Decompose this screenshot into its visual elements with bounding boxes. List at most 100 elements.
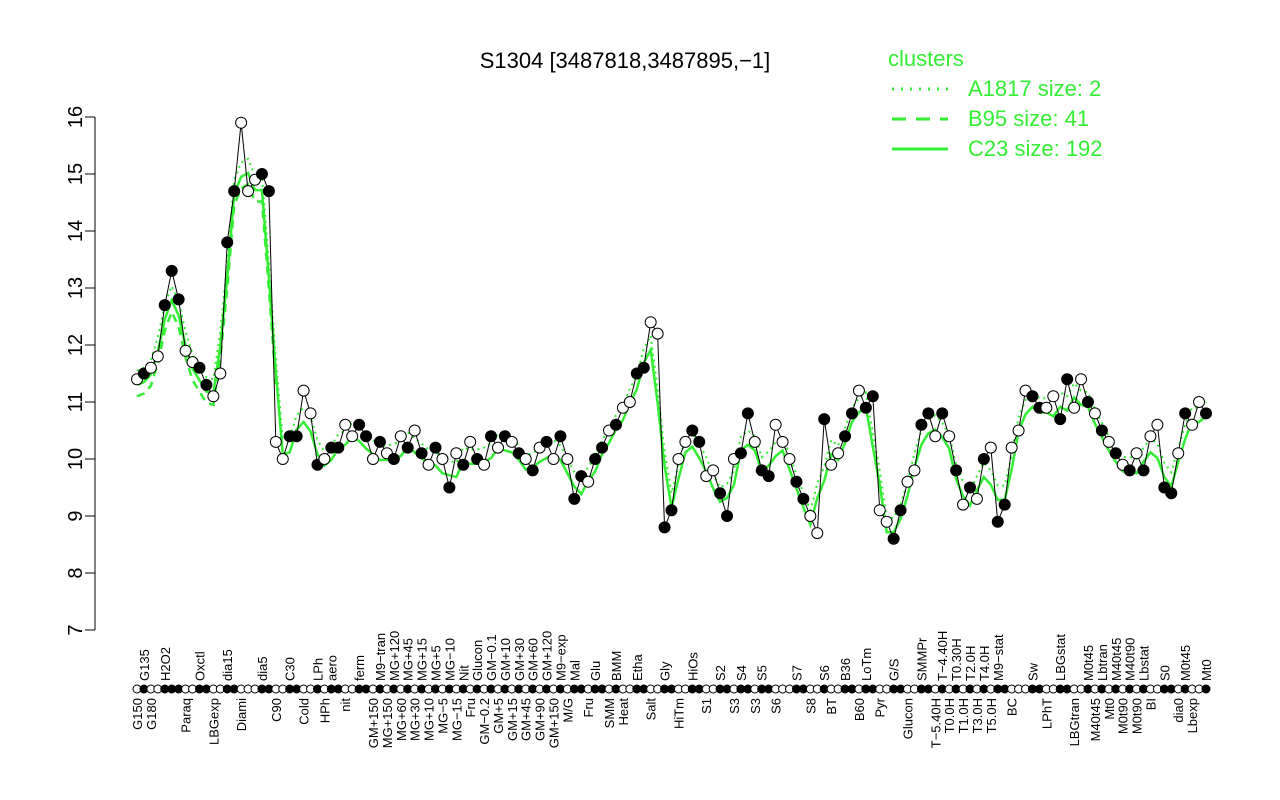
- x-tick-label: M9−tran: [373, 633, 388, 681]
- data-point: [554, 430, 567, 443]
- x-tick-label: M9−stat: [991, 634, 1006, 681]
- x-tick-label: Lbtran: [1095, 644, 1110, 681]
- x-tick-label: C30: [283, 657, 298, 681]
- x-tick-label: S5: [755, 665, 770, 681]
- data-point: [304, 407, 317, 420]
- data-point: [561, 453, 574, 465]
- data-point: [519, 453, 532, 465]
- data-point: [977, 453, 990, 465]
- data-point: [984, 441, 997, 454]
- x-tick-label: MG−15: [449, 698, 464, 741]
- x-tick-label: GM+150: [546, 698, 561, 748]
- data-point: [353, 418, 366, 431]
- data-point: [651, 327, 664, 340]
- x-tick-label: B36: [838, 658, 853, 681]
- data-point: [859, 401, 872, 414]
- x-tick-label: GM+120: [540, 631, 555, 681]
- x-tick-label: Paraq: [179, 698, 194, 733]
- data-point: [943, 430, 956, 443]
- data-point: [172, 293, 185, 306]
- x-tick-label: M0t90: [1130, 698, 1145, 734]
- data-point: [540, 435, 553, 448]
- data-point: [672, 453, 685, 465]
- data-point: [1102, 435, 1115, 448]
- x-tick-label: M0t45: [1178, 645, 1193, 681]
- data-point: [741, 407, 754, 420]
- x-tick-label: BI: [1143, 698, 1158, 710]
- data-point: [464, 435, 477, 448]
- y-tick-label: 12: [65, 334, 87, 356]
- x-tick-label: Fru: [581, 698, 596, 718]
- x-tick-label: GM+5: [491, 698, 506, 734]
- x-tick-label: Glucon: [470, 640, 485, 681]
- data-point: [1005, 441, 1018, 454]
- data-point: [894, 504, 907, 517]
- data-point: [443, 481, 456, 494]
- data-point: [1200, 407, 1212, 420]
- data-point: [450, 447, 463, 460]
- data-point: [748, 435, 761, 448]
- x-tick-label: Mal: [567, 660, 582, 681]
- data-point: [491, 441, 504, 454]
- data-point: [783, 453, 796, 465]
- data-point: [228, 185, 241, 198]
- x-tick-label: MG+5: [428, 645, 443, 681]
- x-tick-label: MG+150: [380, 698, 395, 748]
- data-point: [589, 453, 602, 465]
- data-point: [401, 441, 414, 454]
- x-tick-label: GM+90: [533, 698, 548, 741]
- y-tick-label: 9: [65, 510, 87, 521]
- data-point: [568, 492, 581, 505]
- y-tick-label: 14: [65, 220, 87, 242]
- x-tick-label: MG+10: [422, 698, 437, 741]
- x-tick-label: nit: [338, 698, 353, 712]
- data-point: [776, 435, 789, 448]
- data-point: [1012, 424, 1025, 437]
- x-tick-label: T−5.40H: [928, 698, 943, 748]
- data-point: [1186, 418, 1199, 431]
- data-point: [825, 458, 838, 471]
- data-point: [1075, 373, 1088, 386]
- data-point: [832, 447, 845, 460]
- x-tick-label: Etha: [630, 653, 645, 681]
- data-point: [1165, 487, 1178, 500]
- data-point: [214, 367, 227, 380]
- x-tick-label: Sw: [1025, 662, 1040, 681]
- data-point: [623, 396, 636, 408]
- data-point: [255, 168, 268, 180]
- x-tick-label: Mt0: [1102, 698, 1117, 720]
- x-tick-label: LPhT: [1039, 698, 1054, 729]
- data-point: [408, 424, 421, 437]
- data-point: [1179, 407, 1192, 420]
- data-point: [485, 430, 498, 443]
- data-point: [165, 264, 178, 277]
- x-tick-label: G135: [137, 649, 152, 681]
- x-tick-label: Pyr: [873, 697, 888, 717]
- x-tick-label: T2.0H: [963, 646, 978, 681]
- y-tick-label: 10: [65, 448, 87, 470]
- data-point: [429, 441, 442, 454]
- x-tick-label: M9−exp: [553, 634, 568, 681]
- x-tick-label: ferm: [352, 655, 367, 681]
- data-point: [1144, 430, 1157, 443]
- x-tick-label: LPh: [310, 658, 325, 681]
- x-tick-label: S3: [748, 698, 763, 714]
- x-tick-label: LoTm: [859, 648, 874, 681]
- data-point: [158, 299, 171, 312]
- x-tick-label: T0.0H: [942, 698, 957, 733]
- x-tick-label: M40t45: [1109, 638, 1124, 681]
- x-tick-label: G/S: [887, 658, 902, 681]
- data-point: [970, 492, 983, 505]
- x-tick-label: Gly: [658, 661, 673, 681]
- data-point: [839, 430, 852, 443]
- data-point: [1061, 373, 1074, 386]
- data-point: [1151, 418, 1164, 431]
- x-tick-label: GM−0.2: [477, 698, 492, 745]
- x-tick-label: G150: [130, 698, 145, 730]
- x-tick-label: SMM: [602, 698, 617, 728]
- x-tick-label: Cold: [297, 698, 312, 725]
- data-point: [790, 475, 803, 488]
- data-point: [193, 361, 206, 374]
- data-point: [811, 527, 824, 540]
